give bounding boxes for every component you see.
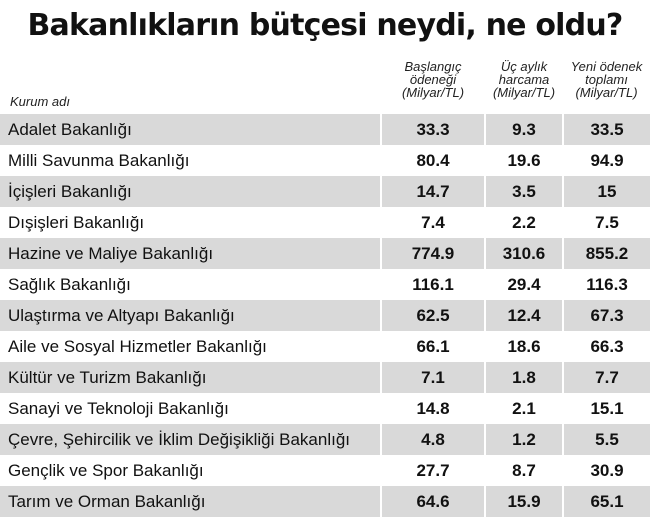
table-cell: 3.5: [484, 176, 563, 207]
column-header-new-line: toplamı: [585, 72, 628, 87]
table-cell: 94.9: [562, 145, 650, 176]
row-label: Ulaştırma ve Altyapı Bakanlığı: [0, 300, 381, 331]
table-cell: 116.3: [562, 269, 650, 300]
table-cell: 33.3: [380, 114, 485, 145]
column-header-new-line: (Milyar/TL): [575, 85, 638, 100]
table-body: Adalet Bakanlığı 33.3 9.3 33.5 Milli Savunma…: [0, 114, 650, 517]
table-cell: 1.8: [484, 362, 563, 393]
table-row: Ulaştırma ve Altyapı Bakanlığı 62.5 12.4 67…: [0, 300, 650, 331]
budget-table: Adalet Bakanlığı 33.3 9.3 33.5 Milli Savunma…: [0, 114, 650, 517]
row-label: Gençlik ve Spor Bakanlığı: [8, 460, 204, 480]
table-cell: 80.4: [380, 145, 485, 176]
table-cell: 29.4: [484, 269, 563, 300]
table-cell: 310.6: [484, 238, 563, 269]
table-row: Sağlık Bakanlığı 116.1 29.4 116.3: [0, 269, 650, 300]
table-row: Adalet Bakanlığı 33.3 9.3 33.5: [0, 114, 650, 145]
table-cell: 7.5: [562, 207, 650, 238]
table-cell: 2.1: [484, 393, 563, 424]
table-cell: 12.4: [484, 300, 563, 331]
table-cell: 7.4: [380, 207, 485, 238]
row-label: Tarım ve Orman Bakanlığı: [0, 486, 381, 517]
table-cell: 116.1: [380, 269, 485, 300]
row-label: Hazine ve Maliye Bakanlığı: [0, 238, 381, 269]
row-label: Çevre, Şehircilik ve İklim Değişikliği B…: [0, 424, 381, 455]
row-label: Dışişleri Bakanlığı: [8, 212, 145, 232]
table-row: Gençlik ve Spor Bakanlığı 27.7 8.7 30.9: [0, 455, 650, 486]
table-cell: 62.5: [380, 300, 485, 331]
table-row: Sanayi ve Teknoloji Bakanlığı 14.8 2.1 15.1: [0, 393, 650, 424]
row-label: Milli Savunma Bakanlığı: [8, 150, 190, 170]
table-cell: 67.3: [562, 300, 650, 331]
table-row: Aile ve Sosyal Hizmetler Bakanlığı 66.1 18…: [0, 331, 650, 362]
column-header-org: Kurum adı: [10, 94, 70, 109]
table-cell: 27.7: [380, 455, 485, 486]
table-cell: 4.8: [380, 424, 485, 455]
column-header-new: Yeni ödenek toplamı (Milyar/TL): [563, 60, 650, 112]
table-row: Kültür ve Turizm Bakanlığı 7.1 1.8 7.7: [0, 362, 650, 393]
table-cell: 855.2: [562, 238, 650, 269]
column-header-spent: Üç aylık harcama (Milyar/TL): [485, 60, 563, 112]
row-label: Sağlık Bakanlığı: [8, 274, 131, 294]
row-label: Kültür ve Turizm Bakanlığı: [0, 362, 381, 393]
page-title: Bakanlıkların bütçesi neydi, ne oldu?: [27, 8, 623, 43]
table-row: Dışişleri Bakanlığı 7.4 2.2 7.5: [0, 207, 650, 238]
table-cell: 7.1: [380, 362, 485, 393]
table-cell: 774.9: [380, 238, 485, 269]
table-row: Milli Savunma Bakanlığı 80.4 19.6 94.9: [0, 145, 650, 176]
table-cell: 14.8: [380, 393, 485, 424]
table-cell: 66.3: [562, 331, 650, 362]
table-cell: 9.3: [484, 114, 563, 145]
table-cell: 15.1: [562, 393, 650, 424]
table-row: Hazine ve Maliye Bakanlığı 774.9 310.6 855.…: [0, 238, 650, 269]
table-cell: 15: [562, 176, 650, 207]
table-cell: 7.7: [562, 362, 650, 393]
table-cell: 66.1: [380, 331, 485, 362]
table-cell: 8.7: [484, 455, 563, 486]
column-header-initial-line: Başlangıç: [404, 59, 462, 74]
table-row: Çevre, Şehircilik ve İklim Değişikliği B…: [0, 424, 650, 455]
table-cell: 64.6: [380, 486, 485, 517]
table-cell: 15.9: [484, 486, 563, 517]
table-cell: 2.2: [484, 207, 563, 238]
table-cell: 33.5: [562, 114, 650, 145]
column-header-spent-line: Üç aylık: [500, 59, 548, 74]
table-row: İçişleri Bakanlığı 14.7 3.5 15: [0, 176, 650, 207]
row-label: Sanayi ve Teknoloji Bakanlığı: [8, 398, 229, 418]
table-cell: 14.7: [380, 176, 485, 207]
table-cell: 19.6: [484, 145, 563, 176]
row-label: Adalet Bakanlığı: [0, 114, 381, 145]
table-row: Tarım ve Orman Bakanlığı 64.6 15.9 65.1: [0, 486, 650, 517]
table-cell: 30.9: [562, 455, 650, 486]
row-label: Aile ve Sosyal Hizmetler Bakanlığı: [8, 336, 267, 356]
row-label: İçişleri Bakanlığı: [0, 176, 381, 207]
table-cell: 1.2: [484, 424, 563, 455]
column-header-spent-line: harcama: [498, 72, 550, 87]
column-header-spent-line: (Milyar/TL): [492, 85, 556, 100]
table-cell: 5.5: [562, 424, 650, 455]
table-cell: 65.1: [562, 486, 650, 517]
table-cell: 18.6: [484, 331, 563, 362]
column-header-initial: Başlangıç ödeneği (Milyar/TL): [381, 60, 485, 112]
column-header-new-line: Yeni ödenek: [570, 59, 643, 74]
column-header-initial-line: ödeneği: [409, 72, 457, 87]
column-header-initial-line: (Milyar/TL): [401, 85, 465, 100]
